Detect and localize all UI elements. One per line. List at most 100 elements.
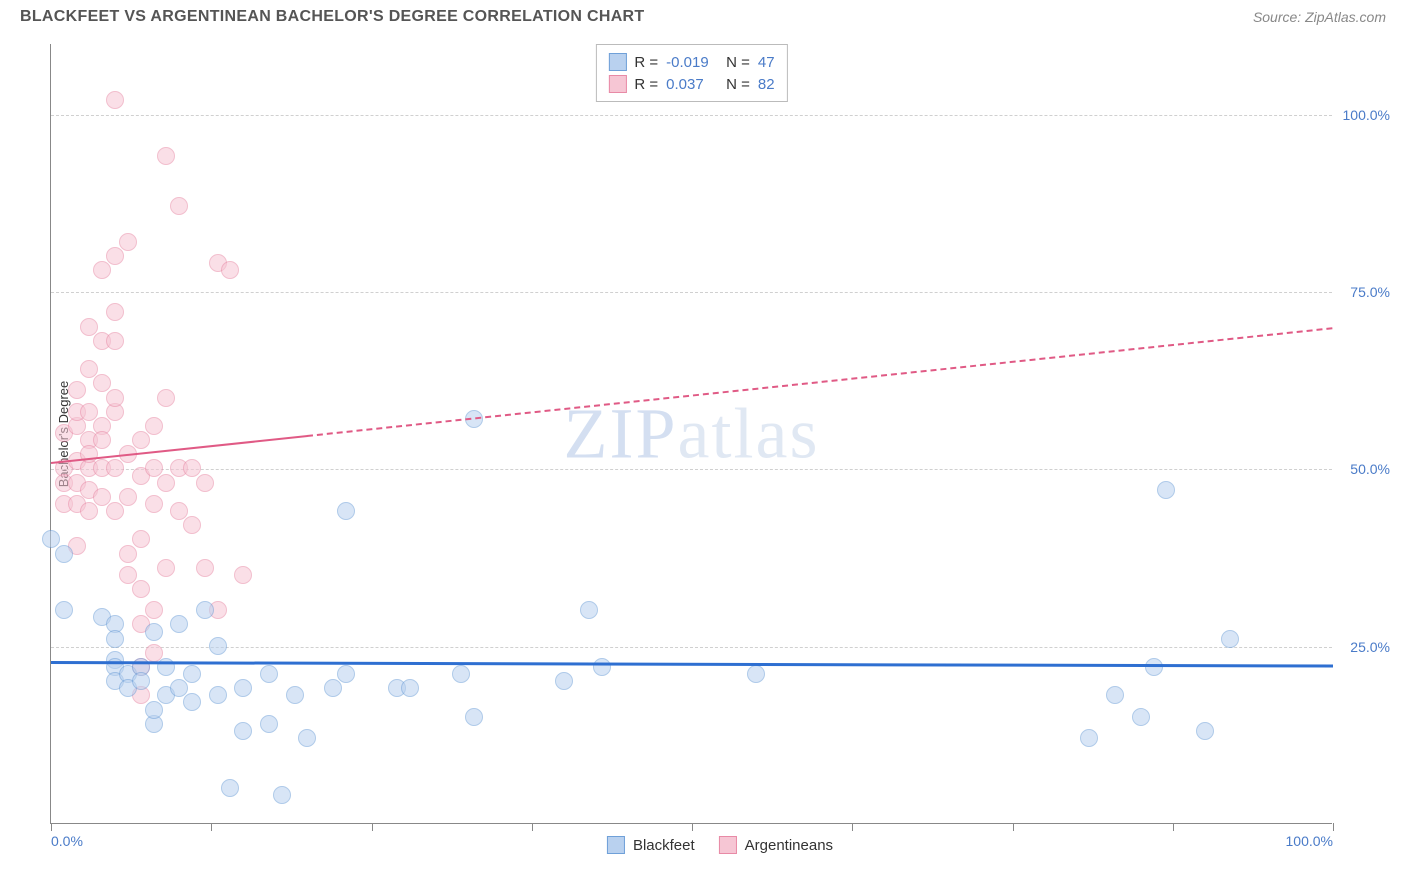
gridline [51, 115, 1332, 116]
data-point [580, 601, 598, 619]
legend-row: R =0.037N =82 [608, 73, 774, 95]
data-point [80, 502, 98, 520]
data-point [196, 474, 214, 492]
data-point [157, 474, 175, 492]
legend-swatch [719, 836, 737, 854]
data-point [324, 679, 342, 697]
x-tick [852, 823, 853, 831]
data-point [119, 488, 137, 506]
x-tick [372, 823, 373, 831]
plot-area: ZIPatlas R =-0.019N =47R =0.037N =82 25.… [50, 44, 1332, 824]
data-point [234, 679, 252, 697]
data-point [234, 722, 252, 740]
y-tick-label: 50.0% [1350, 461, 1390, 477]
y-tick-label: 25.0% [1350, 639, 1390, 655]
data-point [465, 708, 483, 726]
legend-row: R = -0.019 N = 47 [608, 51, 774, 73]
data-point [93, 261, 111, 279]
legend-series: Blackfeet Argentineans [607, 836, 833, 854]
data-point [337, 665, 355, 683]
data-point [145, 601, 163, 619]
data-point [145, 701, 163, 719]
data-point [106, 502, 124, 520]
legend-n-value: 47 [758, 54, 775, 71]
gridline [51, 469, 1332, 470]
x-tick-label: 100.0% [1286, 833, 1333, 849]
legend-series-item: Argentineans [719, 836, 833, 854]
data-point [119, 545, 137, 563]
data-point [221, 261, 239, 279]
data-point [106, 389, 124, 407]
data-point [183, 665, 201, 683]
data-point [106, 630, 124, 648]
data-point [132, 672, 150, 690]
data-point [209, 686, 227, 704]
data-point [337, 502, 355, 520]
gridline [51, 647, 1332, 648]
data-point [1106, 686, 1124, 704]
data-point [273, 786, 291, 804]
data-point [157, 147, 175, 165]
data-point [170, 615, 188, 633]
legend-swatch [608, 75, 626, 93]
data-point [221, 779, 239, 797]
data-point [93, 431, 111, 449]
legend-series-label: Argentineans [745, 837, 833, 854]
data-point [183, 516, 201, 534]
data-point [1196, 722, 1214, 740]
x-tick [211, 823, 212, 831]
y-tick-label: 75.0% [1350, 284, 1390, 300]
chart-header: BLACKFEET VS ARGENTINEAN BACHELOR'S DEGR… [0, 0, 1406, 30]
legend-r-value: -0.019 [666, 54, 718, 71]
data-point [145, 623, 163, 641]
data-point [106, 247, 124, 265]
legend-series-item: Blackfeet [607, 836, 695, 854]
data-point [401, 679, 419, 697]
x-tick [1173, 823, 1174, 831]
legend-swatch [607, 836, 625, 854]
data-point [196, 559, 214, 577]
legend-n-value: 82 [758, 76, 775, 93]
data-point [1221, 630, 1239, 648]
data-point [119, 233, 137, 251]
data-point [157, 559, 175, 577]
data-point [145, 495, 163, 513]
data-point [145, 417, 163, 435]
legend-r-label: R = [634, 54, 658, 71]
data-point [106, 332, 124, 350]
trend-line [51, 661, 1333, 668]
x-tick [532, 823, 533, 831]
data-point [260, 715, 278, 733]
data-point [1132, 708, 1150, 726]
data-point [170, 197, 188, 215]
chart-container: Bachelor's Degree ZIPatlas R =-0.019N =4… [50, 44, 1390, 824]
data-point [209, 637, 227, 655]
y-tick-label: 100.0% [1343, 107, 1390, 123]
data-point [286, 686, 304, 704]
data-point [55, 601, 73, 619]
data-point [452, 665, 470, 683]
legend-n-label: N = [726, 54, 750, 71]
legend-series-label: Blackfeet [633, 837, 695, 854]
x-tick [692, 823, 693, 831]
data-point [183, 693, 201, 711]
data-point [234, 566, 252, 584]
legend-correlation: R =-0.019N =47R =0.037N =82 [595, 44, 787, 102]
gridline [51, 292, 1332, 293]
chart-source: Source: ZipAtlas.com [1253, 9, 1386, 25]
data-point [555, 672, 573, 690]
data-point [593, 658, 611, 676]
data-point [68, 381, 86, 399]
legend-n-label: N = [726, 76, 750, 93]
data-point [747, 665, 765, 683]
data-point [132, 580, 150, 598]
data-point [1157, 481, 1175, 499]
x-tick [1333, 823, 1334, 831]
legend-swatch [608, 53, 626, 71]
data-point [106, 91, 124, 109]
x-tick-label: 0.0% [51, 833, 83, 849]
chart-title: BLACKFEET VS ARGENTINEAN BACHELOR'S DEGR… [20, 8, 644, 26]
data-point [132, 431, 150, 449]
data-point [260, 665, 278, 683]
x-tick [51, 823, 52, 831]
